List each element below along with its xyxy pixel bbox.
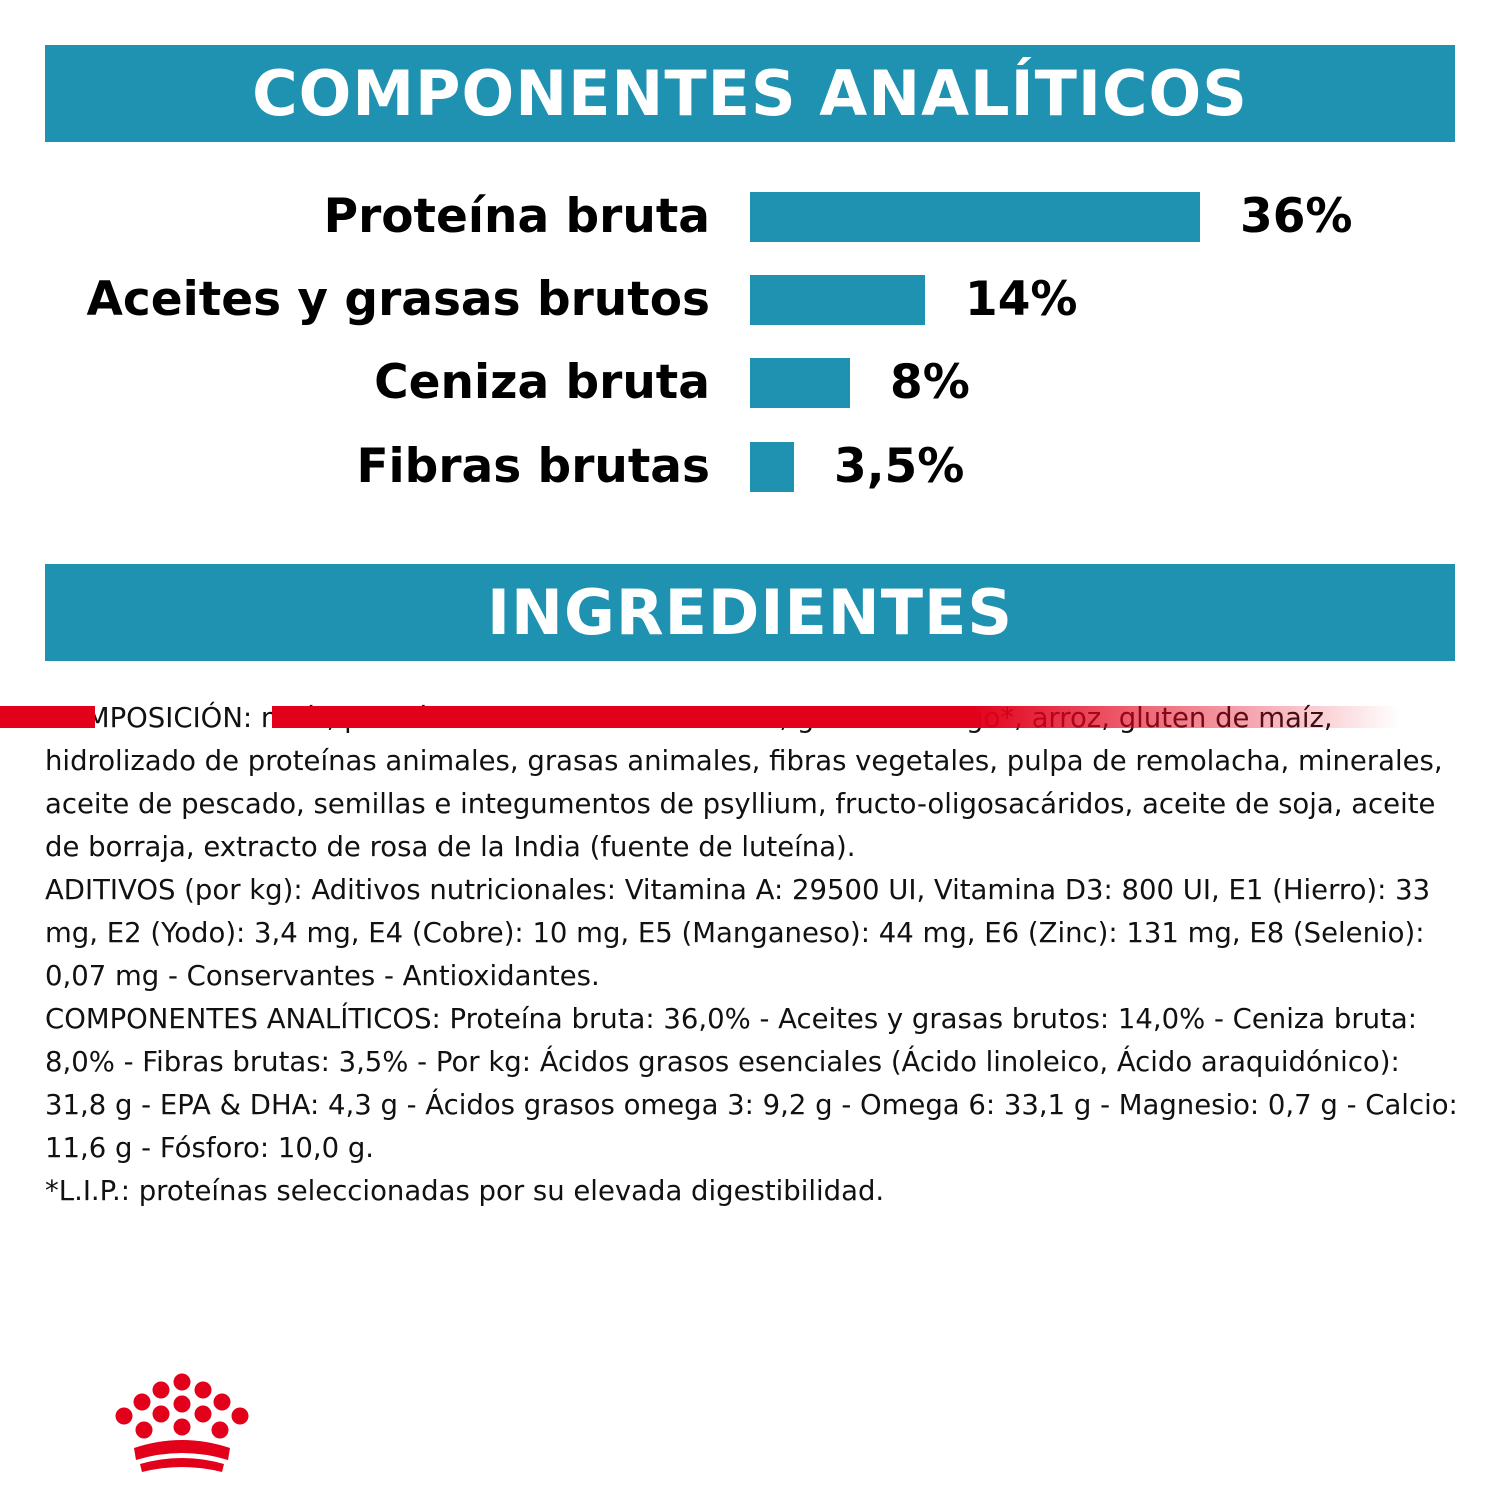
ingredients-title-banner: INGREDIENTES	[45, 564, 1455, 661]
analytics-row-value: 3,5%	[834, 439, 965, 494]
analytics-title: COMPONENTES ANALÍTICOS	[252, 57, 1248, 130]
analytics-row: Proteína bruta 36%	[0, 187, 1500, 247]
additives-paragraph: ADITIVOS (por kg): Aditivos nutricionale…	[45, 874, 1431, 992]
analytics-row-value: 14%	[965, 272, 1078, 327]
analytical-components-paragraph: COMPONENTES ANALÍTICOS: Proteína bruta: …	[45, 1003, 1458, 1164]
footer-red-line-left	[0, 706, 95, 728]
analytics-title-banner: COMPONENTES ANALÍTICOS	[45, 45, 1455, 142]
analytics-row: Fibras brutas 3,5%	[0, 437, 1500, 497]
lip-footnote: *L.I.P.: proteínas seleccionadas por su …	[45, 1175, 885, 1207]
analytics-row-label: Proteína bruta	[323, 189, 710, 244]
analytics-bar	[750, 275, 925, 325]
ingredients-title: INGREDIENTES	[486, 576, 1013, 649]
analytics-row: Aceites y grasas brutos 14%	[0, 270, 1500, 330]
analytics-row-label: Aceites y grasas brutos	[86, 272, 710, 327]
analytics-row-label: Fibras brutas	[356, 439, 710, 494]
analytics-row: Ceniza bruta 8%	[0, 353, 1500, 413]
ingredients-text: COMPOSICIÓN: maíz, proteínas de ave desh…	[45, 697, 1465, 1213]
analytics-bar	[750, 442, 794, 492]
analytics-row-label: Ceniza bruta	[374, 355, 710, 410]
footer-red-line-right	[272, 706, 1400, 728]
analytics-bar	[750, 192, 1200, 242]
analytics-row-value: 36%	[1240, 189, 1353, 244]
crown-logo-icon	[115, 1373, 249, 1472]
composition-paragraph: COMPOSICIÓN: maíz, proteínas de ave desh…	[45, 702, 1443, 863]
analytics-row-value: 8%	[890, 355, 970, 410]
analytics-bar	[750, 358, 850, 408]
